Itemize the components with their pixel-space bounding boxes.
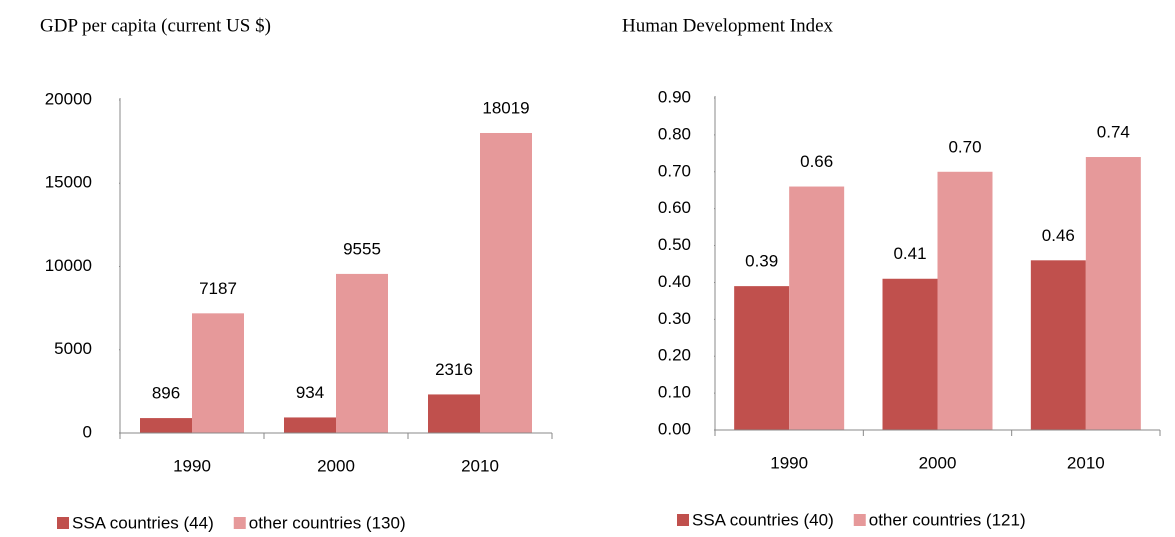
x-tick-label: 2010 — [461, 456, 499, 475]
y-tick-label: 0.20 — [658, 346, 691, 365]
bar — [480, 132, 532, 433]
y-tick-label: 0.30 — [658, 309, 691, 328]
value-label: 0.39 — [745, 252, 778, 271]
legend-label: other countries (130) — [249, 513, 406, 532]
bar — [140, 418, 192, 433]
y-tick-label: 5000 — [54, 339, 92, 358]
value-label: 18019 — [482, 98, 529, 117]
bar — [882, 278, 938, 430]
value-label: 9555 — [343, 239, 381, 258]
legend-swatch — [677, 514, 689, 526]
x-tick-label: 1990 — [770, 453, 808, 472]
x-tick-label: 2000 — [919, 453, 957, 472]
chart-title: Human Development Index — [622, 15, 834, 36]
y-tick-label: 20000 — [45, 89, 92, 108]
value-label: 0.41 — [893, 244, 926, 263]
bar — [192, 313, 244, 433]
legend-label: SSA countries (40) — [692, 510, 834, 529]
y-tick-label: 0.80 — [658, 124, 691, 143]
y-tick-label: 0.10 — [658, 383, 691, 402]
y-tick-label: 0.90 — [658, 87, 691, 106]
x-tick-label: 2000 — [317, 456, 355, 475]
y-tick-label: 0.60 — [658, 198, 691, 217]
bar — [428, 394, 480, 433]
bar — [284, 417, 336, 433]
y-tick-label: 0.70 — [658, 161, 691, 180]
value-label: 2316 — [435, 360, 473, 379]
y-tick-label: 0.50 — [658, 235, 691, 254]
legend-label: other countries (121) — [869, 510, 1026, 529]
y-tick-label: 0.40 — [658, 272, 691, 291]
legend-swatch — [233, 517, 246, 529]
y-tick-label: 10000 — [45, 256, 92, 275]
value-label: 896 — [152, 384, 180, 403]
bar — [336, 273, 388, 433]
legend-swatch — [853, 514, 866, 526]
legend-swatch — [57, 517, 69, 529]
bar — [1085, 157, 1141, 430]
bar — [789, 186, 845, 430]
y-tick-label: 0.00 — [658, 419, 691, 438]
bar — [734, 286, 790, 430]
value-label: 7187 — [199, 279, 237, 298]
value-label: 0.74 — [1097, 123, 1130, 142]
y-tick-label: 15000 — [45, 173, 92, 192]
chart-title: GDP per capita (current US $) — [40, 15, 271, 36]
legend-label: SSA countries (44) — [72, 513, 214, 532]
x-tick-label: 1990 — [173, 456, 211, 475]
value-label: 0.70 — [948, 137, 981, 156]
y-tick-label: 0 — [83, 422, 92, 441]
value-label: 934 — [296, 383, 324, 402]
bar — [937, 171, 993, 430]
value-label: 0.66 — [800, 152, 833, 171]
x-tick-label: 2010 — [1067, 453, 1105, 472]
bar — [1030, 260, 1086, 430]
value-label: 0.46 — [1042, 226, 1075, 245]
